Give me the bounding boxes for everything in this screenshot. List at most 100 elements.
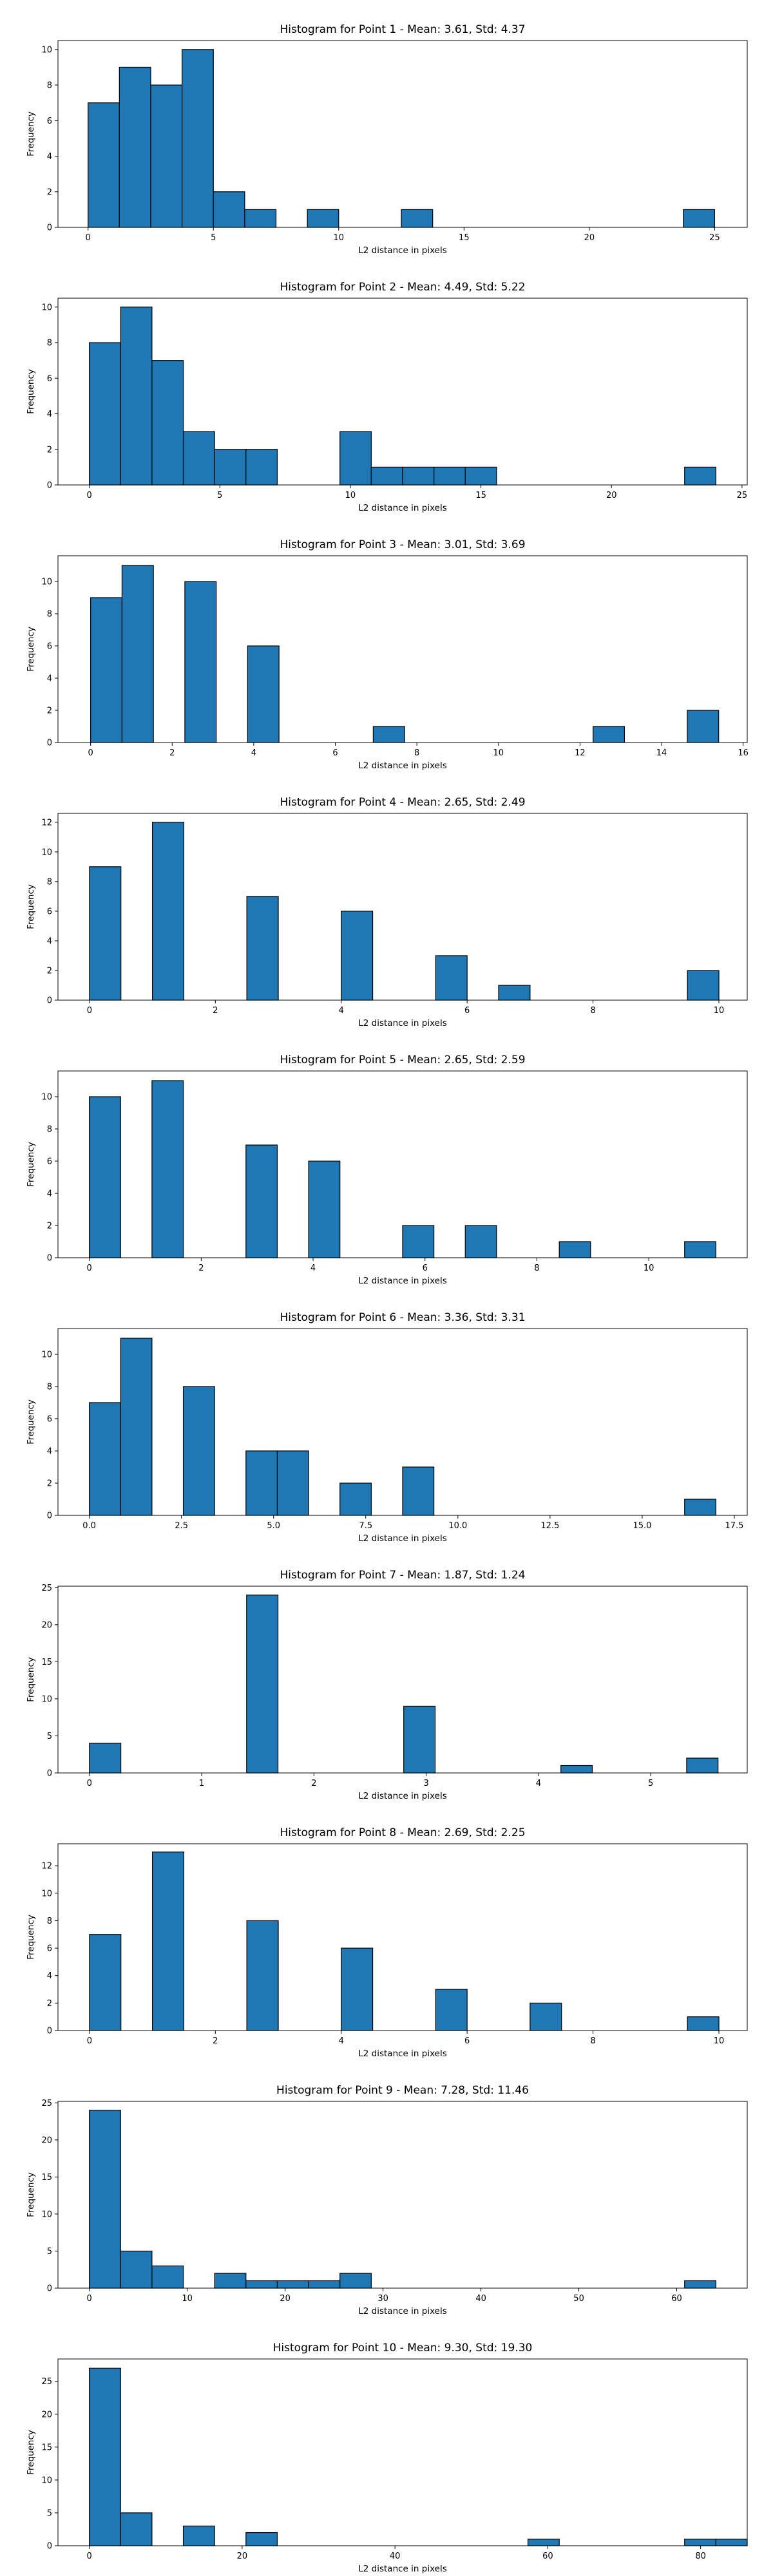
y-tick-label: 8 xyxy=(47,1383,52,1392)
chart-title: Histogram for Point 4 - Mean: 2.65, Std:… xyxy=(280,796,525,809)
x-axis-label: L2 distance in pixels xyxy=(358,1533,446,1544)
histogram-bar xyxy=(684,1241,716,1258)
histogram-bar xyxy=(182,49,214,228)
axes-frame xyxy=(57,1328,748,1516)
y-tick-label: 5 xyxy=(47,2508,52,2518)
histogram-panel-3: Histogram for Point 3 - Mean: 3.01, Std:… xyxy=(26,538,749,771)
x-tick-label: 30 xyxy=(377,2294,388,2304)
y-tick-label: 0 xyxy=(47,739,52,748)
axes-frame xyxy=(57,1586,748,1774)
histogram-bar xyxy=(527,2539,560,2546)
x-tick-label: 5 xyxy=(211,233,216,243)
x-tick-label: 20 xyxy=(237,2552,248,2561)
x-tick-label: 8 xyxy=(414,748,419,758)
histogram-bar xyxy=(89,2367,121,2546)
y-tick-label: 4 xyxy=(47,1447,52,1457)
x-tick-label: 0.0 xyxy=(82,1521,96,1531)
histogram-bar xyxy=(464,1225,497,1258)
x-tick-label: 2 xyxy=(169,748,175,758)
y-tick-label: 0 xyxy=(47,1511,52,1521)
x-tick-label: 0 xyxy=(86,1264,91,1273)
x-tick-label: 15 xyxy=(459,233,470,243)
x-tick-label: 4 xyxy=(536,1779,541,1788)
y-tick-label: 6 xyxy=(47,1157,52,1167)
y-tick-label: 0 xyxy=(47,2027,52,2036)
x-tick-label: 8 xyxy=(590,1006,595,1016)
y-tick-label: 4 xyxy=(47,936,52,946)
y-tick-label: 4 xyxy=(47,1189,52,1199)
axes-frame xyxy=(57,1843,748,2031)
axes-frame xyxy=(57,555,748,743)
histogram-bar xyxy=(339,2273,372,2289)
chart-title: Histogram for Point 1 - Mean: 3.61, Std:… xyxy=(280,23,525,36)
histogram-bar xyxy=(687,970,720,1001)
x-tick-label: 6 xyxy=(423,1264,428,1273)
histogram-bar xyxy=(402,1225,435,1258)
histogram-bar xyxy=(120,2512,153,2546)
histogram-panel-8: Histogram for Point 8 - Mean: 2.69, Std:… xyxy=(26,1826,748,2059)
histogram-bar xyxy=(151,360,184,486)
histogram-panel-2: Histogram for Point 2 - Mean: 4.49, Std:… xyxy=(26,281,748,513)
y-tick-label: 12 xyxy=(41,1862,52,1871)
x-tick-label: 0 xyxy=(87,1779,92,1788)
x-tick-label: 80 xyxy=(695,2552,706,2561)
histogram-bar xyxy=(276,2280,309,2289)
x-tick-label: 12.5 xyxy=(540,1521,559,1531)
x-tick-label: 10 xyxy=(182,2294,193,2304)
y-tick-label: 0 xyxy=(47,2542,52,2552)
chart-title: Histogram for Point 2 - Mean: 4.49, Std:… xyxy=(280,281,525,294)
histogram-bar xyxy=(89,1402,121,1516)
histogram-bar xyxy=(308,2280,341,2289)
y-tick-label: 6 xyxy=(47,374,52,384)
y-tick-label: 2 xyxy=(47,966,52,976)
histogram-bar xyxy=(214,449,247,486)
histogram-bar xyxy=(120,307,153,486)
x-tick-label: 2 xyxy=(213,2036,218,2046)
y-tick-label: 4 xyxy=(47,674,52,684)
y-tick-label: 10 xyxy=(41,1694,52,1704)
histogram-bar xyxy=(498,985,531,1001)
x-tick-label: 5.0 xyxy=(267,1521,280,1531)
x-tick-label: 6 xyxy=(464,2036,470,2046)
histogram-panel-6: Histogram for Point 6 - Mean: 3.36, Std:… xyxy=(26,1311,748,1544)
histogram-bar xyxy=(434,466,466,486)
y-tick-label: 10 xyxy=(41,303,52,312)
histogram-bar xyxy=(246,1595,279,1774)
y-tick-label: 8 xyxy=(47,1917,52,1926)
histogram-panel-9: Histogram for Point 9 - Mean: 7.28, Std:… xyxy=(26,2084,748,2316)
chart-title: Histogram for Point 3 - Mean: 3.01, Std:… xyxy=(280,538,525,551)
x-tick-label: 10 xyxy=(714,1006,725,1016)
x-tick-label: 16 xyxy=(738,748,749,758)
histogram-bar xyxy=(121,565,154,743)
histogram-bar xyxy=(308,1160,341,1258)
histogram-bar xyxy=(89,2110,121,2289)
x-axis-label: L2 distance in pixels xyxy=(358,503,446,513)
histogram-bar xyxy=(90,597,123,743)
y-axis-label: Frequency xyxy=(26,2430,36,2475)
x-tick-label: 60 xyxy=(671,2294,682,2304)
x-tick-label: 6 xyxy=(464,1006,470,1016)
histogram-bar xyxy=(119,66,151,228)
y-tick-label: 8 xyxy=(47,339,52,348)
histogram-bar xyxy=(246,896,279,1001)
y-tick-label: 10 xyxy=(41,578,52,587)
y-tick-label: 20 xyxy=(41,2136,52,2145)
x-tick-label: 0 xyxy=(86,491,91,500)
y-tick-label: 0 xyxy=(47,996,52,1006)
x-tick-label: 0 xyxy=(87,2036,92,2046)
histogram-bar xyxy=(684,2539,716,2546)
y-tick-label: 6 xyxy=(47,642,52,652)
x-tick-label: 0 xyxy=(86,233,91,243)
histogram-bar xyxy=(88,102,120,228)
y-tick-label: 8 xyxy=(47,1125,52,1135)
y-tick-label: 10 xyxy=(41,1889,52,1899)
y-tick-label: 25 xyxy=(41,2099,52,2108)
chart-title: Histogram for Point 7 - Mean: 1.87, Std:… xyxy=(280,1569,525,1582)
histogram-bar xyxy=(151,1080,184,1258)
y-tick-label: 15 xyxy=(41,2173,52,2183)
x-tick-label: 4 xyxy=(310,1264,316,1273)
y-tick-label: 10 xyxy=(41,1350,52,1360)
y-axis-label: Frequency xyxy=(26,369,36,414)
x-tick-label: 10 xyxy=(644,1264,654,1273)
